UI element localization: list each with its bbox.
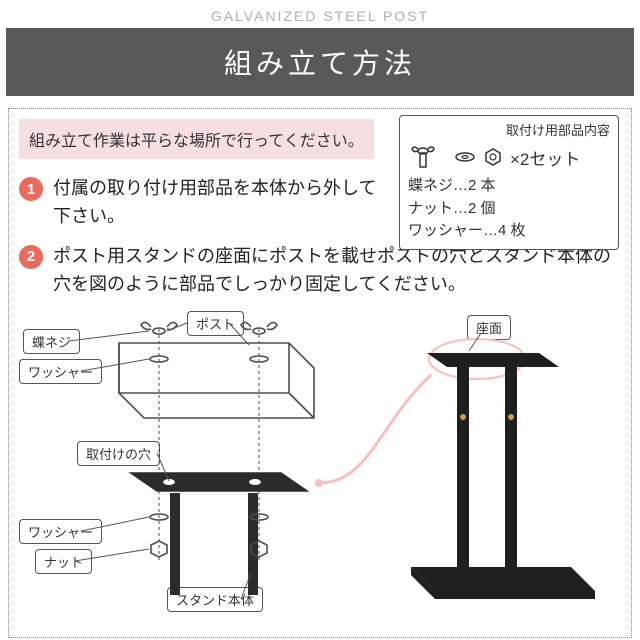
page-title: 組み立て方法: [6, 28, 634, 96]
step-text: ポスト用スタンドの座面にポストを載せポストの穴とスタンド本体の穴を図のように部品…: [53, 243, 621, 299]
parts-box-title: 取付け用部品内容: [408, 120, 610, 139]
step-number: 2: [19, 245, 43, 269]
assembly-diagram: [19, 303, 629, 623]
step-text: 付属の取り付け用部品を本体から外して下さい。: [53, 175, 393, 231]
content-frame: 組み立て作業は平らな場所で行ってください。 取付け用部品内容: [8, 108, 632, 638]
parts-icons: ×2セット: [408, 143, 610, 171]
parts-item: ワッシャー…4 枚: [408, 220, 610, 243]
washer-icon: [454, 146, 476, 168]
parts-set-text: ×2セット: [510, 145, 580, 170]
parts-item: ナット…2 個: [408, 198, 610, 221]
step-2: 2 ポスト用スタンドの座面にポストを載せポストの穴とスタンド本体の穴を図のように…: [19, 243, 621, 299]
parts-box: 取付け用部品内容 ×2セッ: [399, 115, 619, 250]
notice-banner: 組み立て作業は平らな場所で行ってください。: [19, 119, 374, 159]
page-root: GALVANIZED STEEL POST 組み立て方法 組み立て作業は平らな場…: [0, 0, 640, 640]
nut-icon: [482, 146, 504, 168]
diagram-area: ポスト 蝶ネジ ワッシャー 取付けの穴 ワッシャー ナット スタンド本体 座面: [19, 303, 621, 623]
parts-item: 蝶ネジ…2 本: [408, 175, 610, 198]
parts-list: 蝶ネジ…2 本 ナット…2 個 ワッシャー…4 枚: [408, 175, 610, 243]
step-number: 1: [19, 177, 43, 201]
page-subtitle: GALVANIZED STEEL POST: [0, 0, 640, 28]
wing-screw-icon: [408, 143, 448, 171]
